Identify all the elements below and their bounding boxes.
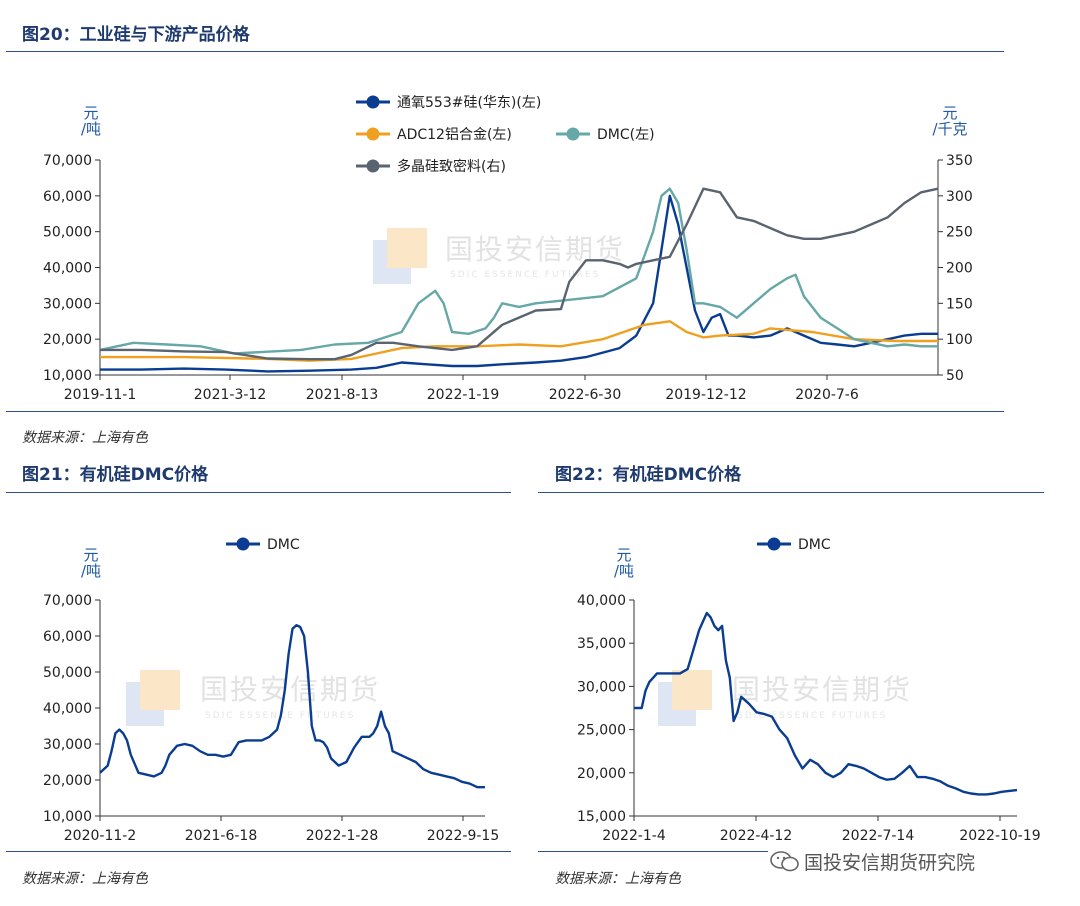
fig22-title-rule	[538, 492, 1044, 493]
x-tick-label: 2022-9-15	[427, 828, 499, 844]
legend-label: 通氧553#硅(华东)(左)	[397, 95, 541, 111]
credit-text: 国投安信期货研究院	[804, 852, 976, 874]
watermark-subtext: SDIC ESSENCE FUTURES	[450, 270, 601, 280]
y-tick-label: 70,000	[43, 153, 92, 169]
fig20-bottom-rule	[6, 411, 1004, 412]
watermark-text: 国投安信期货	[732, 673, 913, 706]
legend-marker	[236, 537, 250, 551]
wechat-icon	[770, 850, 799, 871]
series-line	[99, 624, 485, 789]
legend-marker	[767, 537, 781, 551]
series-line	[100, 194, 938, 373]
y-tick-label: 25,000	[577, 723, 626, 739]
y-tick-label: 10,000	[43, 368, 92, 384]
x-tick-label: 2022-1-4	[602, 828, 666, 844]
y-tick-label: 30,000	[43, 737, 92, 753]
x-tick-label: 2022-6-30	[549, 387, 621, 403]
watermark-logo-icon	[373, 228, 427, 284]
series-line	[634, 611, 1018, 796]
legend-label: DMC	[267, 537, 300, 553]
y-tick-label: 40,000	[43, 261, 92, 277]
x-tick-label: 2019-11-1	[64, 387, 136, 403]
right-unit-label: 元/千克	[932, 104, 967, 138]
x-tick-label: 2022-1-19	[427, 387, 499, 403]
y-right-tick-label: 50	[946, 368, 964, 384]
x-tick-label: 2021-3-12	[194, 387, 266, 403]
y-tick-label: 30,000	[577, 679, 626, 695]
y-tick-label: 20,000	[577, 766, 626, 782]
fig21-source: 数据来源：上海有色	[22, 871, 148, 887]
legend-marker	[366, 159, 380, 173]
y-right-tick-label: 150	[946, 296, 973, 312]
y-tick-label: 30,000	[43, 296, 92, 312]
watermark-logo-icon	[126, 670, 180, 726]
x-tick-label: 2022-1-28	[306, 828, 378, 844]
fig20-title-rule	[6, 51, 1004, 52]
y-tick-label: 20,000	[43, 332, 92, 348]
wechat-credit: 国投安信期货研究院	[770, 848, 975, 875]
x-tick-label: 2021-6-18	[185, 828, 257, 844]
legend-marker	[566, 127, 580, 141]
legend-marker	[366, 95, 380, 109]
legend-marker	[366, 127, 380, 141]
fig21-bottom-rule	[6, 851, 511, 852]
watermark-subtext: SDIC ESSENCE FUTURES	[737, 711, 888, 721]
y-tick-label: 40,000	[577, 593, 626, 609]
legend-label: DMC(左)	[597, 127, 655, 143]
y-right-tick-label: 350	[946, 153, 973, 169]
fig22-title: 图22：有机硅DMC价格	[555, 465, 742, 485]
y-tick-label: 35,000	[577, 636, 626, 652]
y-right-tick-label: 100	[946, 332, 973, 348]
watermark-logo-icon	[658, 670, 712, 726]
y-right-tick-label: 200	[946, 261, 973, 277]
fig20-source: 数据来源：上海有色	[22, 430, 148, 446]
fig22-bottom-rule	[538, 851, 768, 852]
y-tick-label: 20,000	[43, 773, 92, 789]
y-tick-label: 50,000	[43, 665, 92, 681]
y-right-tick-label: 250	[946, 225, 973, 241]
watermark-text: 国投安信期货	[200, 673, 381, 706]
series-line	[99, 187, 938, 355]
legend-label: DMC	[798, 537, 831, 553]
fig22-source: 数据来源：上海有色	[555, 871, 681, 887]
y-tick-label: 10,000	[43, 809, 92, 825]
x-tick-label: 2019-12-12	[665, 387, 746, 403]
legend-label: ADC12铝合金(左)	[397, 127, 512, 143]
y-tick-label: 50,000	[43, 225, 92, 241]
legend-label: 多晶硅致密料(右)	[397, 158, 506, 175]
x-tick-label: 2022-7-14	[842, 828, 915, 844]
watermark-subtext: SDIC ESSENCE FUTURES	[205, 711, 356, 721]
left-unit-label: 元/吨	[81, 104, 101, 138]
y-right-tick-label: 300	[946, 189, 973, 205]
y-tick-label: 70,000	[43, 593, 92, 609]
fig21-title: 图21：有机硅DMC价格	[22, 465, 209, 485]
x-tick-label: 2020-7-6	[795, 387, 859, 403]
fig21-title-rule	[6, 492, 511, 493]
y-tick-label: 40,000	[43, 701, 92, 717]
series-line	[100, 187, 939, 361]
x-tick-label: 2022-10-19	[959, 828, 1040, 844]
y-tick-label: 60,000	[43, 629, 92, 645]
y-tick-label: 15,000	[577, 809, 626, 825]
fig20-title: 图20：工业硅与下游产品价格	[22, 25, 250, 45]
x-tick-label: 2022-4-12	[720, 828, 792, 844]
y-tick-label: 60,000	[43, 189, 92, 205]
unit-label: 元/吨	[81, 546, 101, 580]
x-tick-label: 2020-11-2	[64, 828, 136, 844]
x-tick-label: 2021-8-13	[306, 387, 378, 403]
unit-label: 元/吨	[614, 546, 634, 580]
